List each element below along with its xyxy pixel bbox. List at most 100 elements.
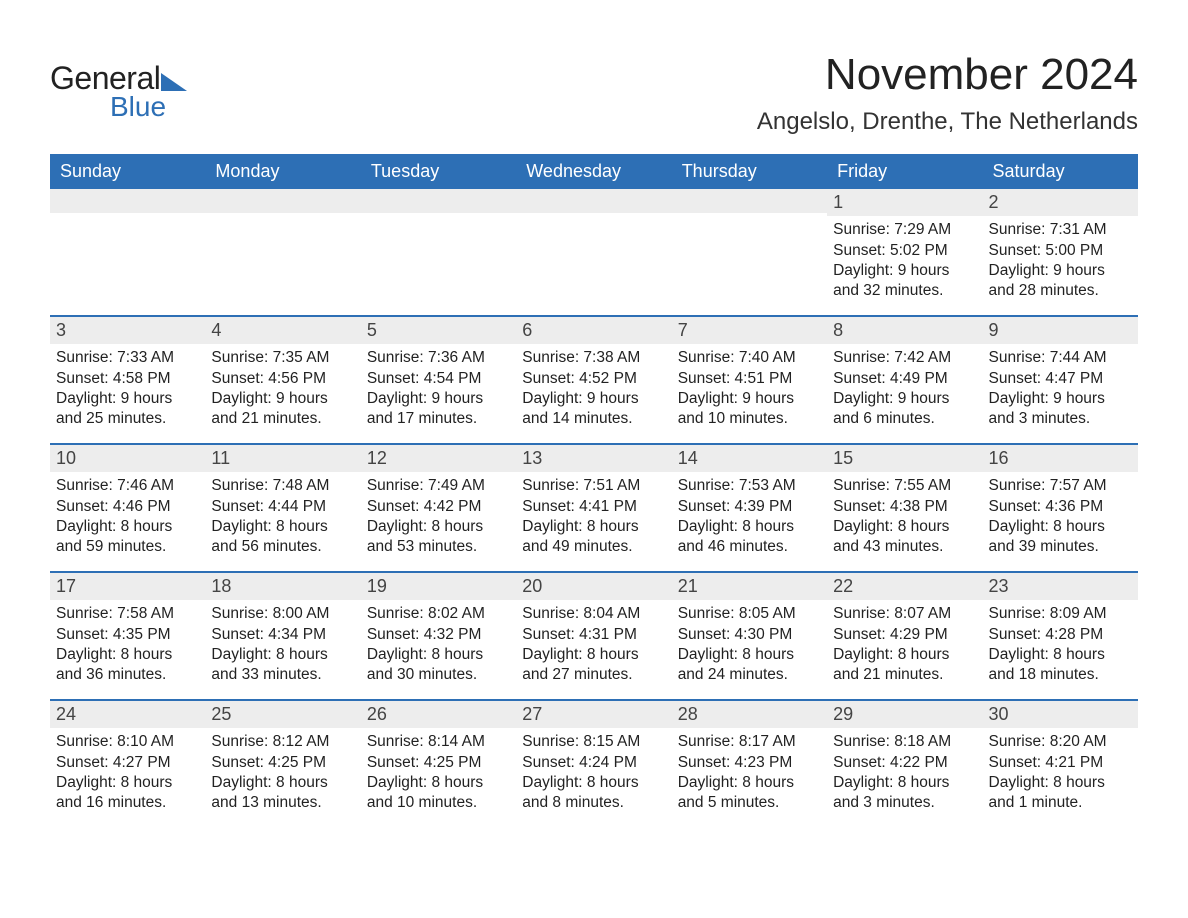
day-number: 12 <box>361 445 516 472</box>
day-cell: 19Sunrise: 8:02 AMSunset: 4:32 PMDayligh… <box>361 573 516 699</box>
day-number: 27 <box>516 701 671 728</box>
sunrise-text: Sunrise: 8:05 AM <box>678 604 823 624</box>
sunset-text: Sunset: 4:34 PM <box>211 625 356 645</box>
daylight-text: Daylight: 8 hours and 43 minutes. <box>833 517 978 557</box>
daylight-text: Daylight: 8 hours and 3 minutes. <box>833 773 978 813</box>
daylight-text: Daylight: 9 hours and 25 minutes. <box>56 389 201 429</box>
weekday-header-cell: Wednesday <box>516 154 671 189</box>
day-number: 24 <box>50 701 205 728</box>
sunset-text: Sunset: 4:49 PM <box>833 369 978 389</box>
day-number-bar-empty <box>205 189 360 213</box>
week-row: 10Sunrise: 7:46 AMSunset: 4:46 PMDayligh… <box>50 443 1138 571</box>
sunrise-text: Sunrise: 8:14 AM <box>367 732 512 752</box>
day-body: Sunrise: 8:10 AMSunset: 4:27 PMDaylight:… <box>50 728 205 819</box>
daylight-text: Daylight: 9 hours and 21 minutes. <box>211 389 356 429</box>
sunrise-text: Sunrise: 8:10 AM <box>56 732 201 752</box>
day-cell: 22Sunrise: 8:07 AMSunset: 4:29 PMDayligh… <box>827 573 982 699</box>
daylight-text: Daylight: 8 hours and 24 minutes. <box>678 645 823 685</box>
sunset-text: Sunset: 4:47 PM <box>989 369 1134 389</box>
week-row: 24Sunrise: 8:10 AMSunset: 4:27 PMDayligh… <box>50 699 1138 827</box>
day-cell: 1Sunrise: 7:29 AMSunset: 5:02 PMDaylight… <box>827 189 982 315</box>
sunrise-text: Sunrise: 7:29 AM <box>833 220 978 240</box>
day-cell: 15Sunrise: 7:55 AMSunset: 4:38 PMDayligh… <box>827 445 982 571</box>
empty-day-cell <box>361 189 516 315</box>
sunrise-text: Sunrise: 7:53 AM <box>678 476 823 496</box>
daylight-text: Daylight: 8 hours and 13 minutes. <box>211 773 356 813</box>
day-cell: 20Sunrise: 8:04 AMSunset: 4:31 PMDayligh… <box>516 573 671 699</box>
weekday-header-cell: Sunday <box>50 154 205 189</box>
day-cell: 13Sunrise: 7:51 AMSunset: 4:41 PMDayligh… <box>516 445 671 571</box>
sunrise-text: Sunrise: 8:18 AM <box>833 732 978 752</box>
daylight-text: Daylight: 8 hours and 30 minutes. <box>367 645 512 685</box>
day-number: 20 <box>516 573 671 600</box>
sunset-text: Sunset: 4:28 PM <box>989 625 1134 645</box>
day-body: Sunrise: 8:04 AMSunset: 4:31 PMDaylight:… <box>516 600 671 691</box>
sunrise-text: Sunrise: 8:15 AM <box>522 732 667 752</box>
day-cell: 2Sunrise: 7:31 AMSunset: 5:00 PMDaylight… <box>983 189 1138 315</box>
daylight-text: Daylight: 9 hours and 14 minutes. <box>522 389 667 429</box>
day-number: 9 <box>983 317 1138 344</box>
day-number-bar-empty <box>361 189 516 213</box>
day-body: Sunrise: 7:31 AMSunset: 5:00 PMDaylight:… <box>983 216 1138 307</box>
day-cell: 11Sunrise: 7:48 AMSunset: 4:44 PMDayligh… <box>205 445 360 571</box>
logo: General Blue <box>50 60 187 123</box>
day-number: 10 <box>50 445 205 472</box>
day-body: Sunrise: 7:49 AMSunset: 4:42 PMDaylight:… <box>361 472 516 563</box>
sunrise-text: Sunrise: 8:02 AM <box>367 604 512 624</box>
sunset-text: Sunset: 4:35 PM <box>56 625 201 645</box>
logo-text-blue: Blue <box>110 91 187 123</box>
daylight-text: Daylight: 8 hours and 49 minutes. <box>522 517 667 557</box>
day-cell: 3Sunrise: 7:33 AMSunset: 4:58 PMDaylight… <box>50 317 205 443</box>
week-row: 3Sunrise: 7:33 AMSunset: 4:58 PMDaylight… <box>50 315 1138 443</box>
sunset-text: Sunset: 4:51 PM <box>678 369 823 389</box>
sunrise-text: Sunrise: 7:36 AM <box>367 348 512 368</box>
location-subtitle: Angelslo, Drenthe, The Netherlands <box>757 108 1138 136</box>
empty-day-cell <box>516 189 671 315</box>
daylight-text: Daylight: 8 hours and 46 minutes. <box>678 517 823 557</box>
sunset-text: Sunset: 4:21 PM <box>989 753 1134 773</box>
day-number-bar-empty <box>50 189 205 213</box>
daylight-text: Daylight: 9 hours and 17 minutes. <box>367 389 512 429</box>
daylight-text: Daylight: 8 hours and 16 minutes. <box>56 773 201 813</box>
day-cell: 30Sunrise: 8:20 AMSunset: 4:21 PMDayligh… <box>983 701 1138 827</box>
day-cell: 14Sunrise: 7:53 AMSunset: 4:39 PMDayligh… <box>672 445 827 571</box>
day-body: Sunrise: 8:05 AMSunset: 4:30 PMDaylight:… <box>672 600 827 691</box>
day-body: Sunrise: 7:51 AMSunset: 4:41 PMDaylight:… <box>516 472 671 563</box>
day-cell: 29Sunrise: 8:18 AMSunset: 4:22 PMDayligh… <box>827 701 982 827</box>
day-cell: 10Sunrise: 7:46 AMSunset: 4:46 PMDayligh… <box>50 445 205 571</box>
daylight-text: Daylight: 8 hours and 33 minutes. <box>211 645 356 685</box>
sunrise-text: Sunrise: 7:40 AM <box>678 348 823 368</box>
day-body: Sunrise: 7:33 AMSunset: 4:58 PMDaylight:… <box>50 344 205 435</box>
day-body: Sunrise: 7:44 AMSunset: 4:47 PMDaylight:… <box>983 344 1138 435</box>
day-body: Sunrise: 7:58 AMSunset: 4:35 PMDaylight:… <box>50 600 205 691</box>
day-body: Sunrise: 7:35 AMSunset: 4:56 PMDaylight:… <box>205 344 360 435</box>
day-cell: 27Sunrise: 8:15 AMSunset: 4:24 PMDayligh… <box>516 701 671 827</box>
daylight-text: Daylight: 8 hours and 36 minutes. <box>56 645 201 685</box>
weekday-header-cell: Monday <box>205 154 360 189</box>
sunset-text: Sunset: 4:39 PM <box>678 497 823 517</box>
day-body: Sunrise: 7:48 AMSunset: 4:44 PMDaylight:… <box>205 472 360 563</box>
weekday-header-cell: Friday <box>827 154 982 189</box>
empty-day-cell <box>205 189 360 315</box>
day-cell: 24Sunrise: 8:10 AMSunset: 4:27 PMDayligh… <box>50 701 205 827</box>
daylight-text: Daylight: 8 hours and 56 minutes. <box>211 517 356 557</box>
day-body: Sunrise: 7:57 AMSunset: 4:36 PMDaylight:… <box>983 472 1138 563</box>
day-cell: 21Sunrise: 8:05 AMSunset: 4:30 PMDayligh… <box>672 573 827 699</box>
day-body: Sunrise: 8:18 AMSunset: 4:22 PMDaylight:… <box>827 728 982 819</box>
day-cell: 26Sunrise: 8:14 AMSunset: 4:25 PMDayligh… <box>361 701 516 827</box>
week-row: 17Sunrise: 7:58 AMSunset: 4:35 PMDayligh… <box>50 571 1138 699</box>
daylight-text: Daylight: 8 hours and 53 minutes. <box>367 517 512 557</box>
day-number: 18 <box>205 573 360 600</box>
day-number: 21 <box>672 573 827 600</box>
day-number: 13 <box>516 445 671 472</box>
sunrise-text: Sunrise: 7:55 AM <box>833 476 978 496</box>
sunset-text: Sunset: 4:36 PM <box>989 497 1134 517</box>
daylight-text: Daylight: 8 hours and 10 minutes. <box>367 773 512 813</box>
calendar-grid: SundayMondayTuesdayWednesdayThursdayFrid… <box>50 154 1138 827</box>
day-number-bar-empty <box>672 189 827 213</box>
sunrise-text: Sunrise: 8:17 AM <box>678 732 823 752</box>
sunrise-text: Sunrise: 8:20 AM <box>989 732 1134 752</box>
sunset-text: Sunset: 4:38 PM <box>833 497 978 517</box>
sunset-text: Sunset: 4:42 PM <box>367 497 512 517</box>
sunset-text: Sunset: 4:22 PM <box>833 753 978 773</box>
